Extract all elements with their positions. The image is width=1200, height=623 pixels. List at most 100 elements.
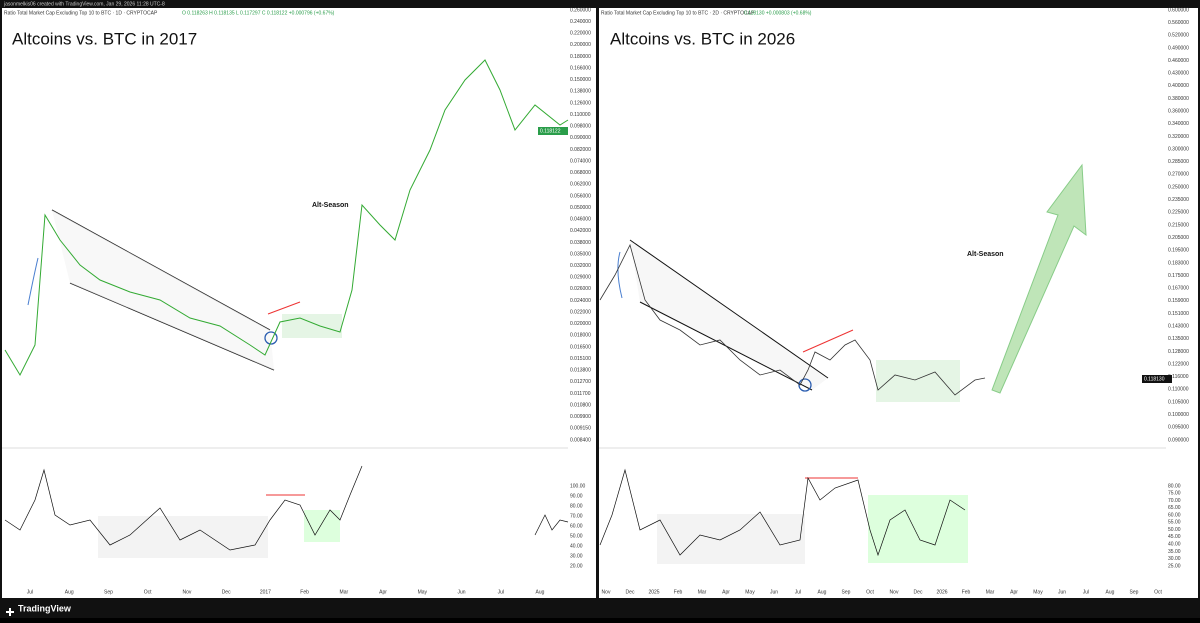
price-tick-label: 0.032000	[570, 263, 591, 269]
time-label: Oct	[144, 589, 152, 595]
price-tick-label: 0.300000	[1168, 146, 1189, 152]
price-tick-label: 0.009150	[570, 426, 591, 432]
indicator-tick-label: 70.00	[570, 513, 583, 519]
price-tick-label: 0.195000	[1168, 248, 1189, 254]
price-tick-label: 0.018000	[570, 333, 591, 339]
time-label: Sep	[842, 589, 851, 595]
price-tick-label: 0.020000	[570, 321, 591, 327]
price-tick-label: 0.022000	[570, 309, 591, 315]
time-label: Jul	[1083, 589, 1089, 595]
price-tick-label: 0.090000	[1168, 437, 1189, 443]
time-label: Aug	[818, 589, 827, 595]
price-tick-label: 0.560000	[1168, 20, 1189, 26]
indicator-tick-label: 100.00	[570, 483, 586, 489]
time-label: Oct	[1154, 589, 1162, 595]
blue-arrow	[617, 251, 623, 299]
price-tick-label: 0.116000	[1168, 374, 1189, 380]
price-tick-label: 0.135000	[1168, 336, 1189, 342]
indicator-tick-label: 55.00	[1168, 520, 1181, 526]
breakout-circle	[798, 378, 812, 392]
price-tick-label: 0.400000	[1168, 83, 1189, 89]
price-tick-label: 0.062000	[570, 182, 591, 188]
time-label: Sep	[104, 589, 113, 595]
channel-fill	[52, 210, 274, 370]
red-line	[802, 329, 854, 353]
price-tick-label: 0.128000	[1168, 349, 1189, 355]
price-tick-label: 0.220000	[570, 31, 591, 37]
time-label: Aug	[536, 589, 545, 595]
indicator-tick-label: 70.00	[1168, 498, 1181, 504]
panel-title: Altcoins vs. BTC in 2017	[12, 29, 197, 48]
price-tick-label: 0.285000	[1168, 159, 1189, 165]
price-tick-label: 0.180000	[570, 54, 591, 60]
time-label: Nov	[182, 589, 191, 595]
price-tick-label: 0.042000	[570, 228, 591, 234]
indicator-tick-label: 45.00	[1168, 534, 1181, 540]
time-label: Mar	[698, 589, 707, 595]
author-line: jasonmelkis06 created with TradingView.c…	[3, 1, 165, 7]
price-tick-label: 0.430000	[1168, 71, 1189, 77]
price-tick-label: 0.225000	[1168, 210, 1189, 216]
time-label: Mar	[986, 589, 995, 595]
green-arrow	[991, 163, 1087, 394]
price-tick-label: 0.138000	[570, 89, 591, 95]
price-tick-label: 0.068000	[570, 170, 591, 176]
price-tick-label: 0.095000	[1168, 425, 1189, 431]
time-label: Nov	[602, 589, 611, 595]
price-tick-label: 0.215000	[1168, 222, 1189, 228]
indicator-tick-label: 75.00	[1168, 491, 1181, 497]
price-tick-label: 0.010800	[570, 402, 591, 408]
time-label: Jul	[27, 589, 33, 595]
indicator-tick-label: 25.00	[1168, 563, 1181, 569]
price-tick-label: 0.074000	[570, 158, 591, 164]
range-box	[282, 314, 342, 338]
price-tick-label: 0.380000	[1168, 96, 1189, 102]
panel-title: Altcoins vs. BTC in 2026	[610, 29, 795, 48]
price-line	[599, 243, 986, 396]
price-tick-label: 0.360000	[1168, 109, 1189, 115]
time-label: May	[418, 589, 428, 595]
price-tick-label: 0.046000	[570, 217, 591, 223]
price-tick-label: 0.110000	[570, 112, 591, 118]
price-tick-label: 0.090000	[570, 135, 591, 141]
time-label: Feb	[300, 589, 309, 595]
indicator-tick-label: 40.00	[1168, 542, 1181, 548]
price-tick-label: 0.320000	[1168, 134, 1189, 140]
time-label: Jun	[458, 589, 466, 595]
time-label: 2026	[936, 589, 947, 595]
time-label: Sep	[1130, 589, 1139, 595]
time-label: May	[745, 589, 755, 595]
range-box	[304, 510, 340, 542]
price-tick-label: 0.143000	[1168, 324, 1189, 330]
price-tick-label: 0.050000	[570, 205, 591, 211]
range-box	[876, 360, 960, 402]
time-label: Jul	[795, 589, 801, 595]
price-tick-label: 0.029000	[570, 275, 591, 281]
time-label: Apr	[379, 589, 387, 595]
price-tick-label: 0.150000	[570, 77, 591, 83]
price-tick-label: 0.183000	[1168, 260, 1189, 266]
price-tick-label: 0.011700	[570, 391, 591, 397]
time-label: Nov	[890, 589, 899, 595]
price-tick-label: 0.490000	[1168, 45, 1189, 51]
indicator-tick-label: 30.00	[570, 553, 583, 559]
indicator-line	[599, 468, 966, 557]
price-tag	[538, 127, 568, 135]
price-tick-label: 0.270000	[1168, 172, 1189, 178]
time-label: Dec	[222, 589, 231, 595]
price-tick-label: 0.240000	[570, 19, 591, 25]
time-label: Apr	[1010, 589, 1018, 595]
price-tick-label: 0.159000	[1168, 298, 1189, 304]
indicator-tick-label: 60.00	[1168, 512, 1181, 518]
price-tag-label: 0.118122	[540, 128, 561, 134]
indicator-line	[534, 514, 569, 536]
price-tick-label: 0.126000	[570, 100, 591, 106]
quote-line: O 0.118263 H 0.118135 L 0.117297 C 0.118…	[182, 10, 335, 16]
price-tick-label: 0.151000	[1168, 311, 1189, 317]
symbol-line: Ratio Total Market Cap Excluding Top 10 …	[601, 10, 755, 16]
indicator-tick-label: 50.00	[1168, 527, 1181, 533]
indicator-tick-label: 20.00	[570, 563, 583, 569]
price-tick-label: 0.082000	[570, 147, 591, 153]
